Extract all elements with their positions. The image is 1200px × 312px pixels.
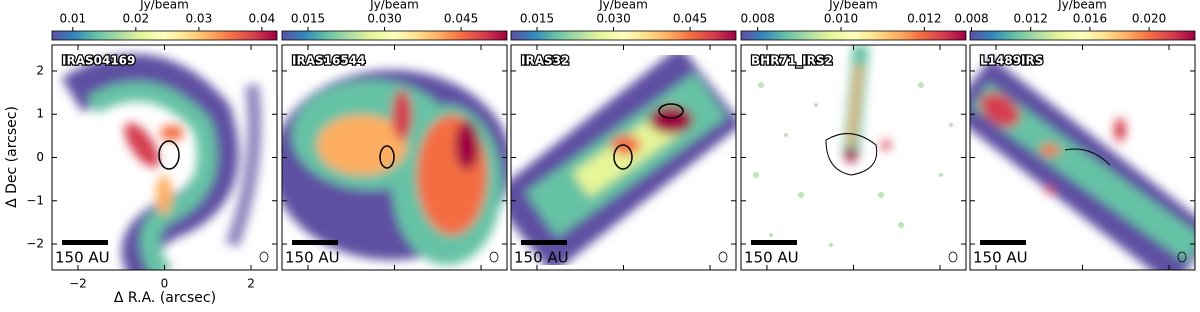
panel-title: IRAS04169	[62, 54, 135, 68]
colorbar-label: Jy/beam	[828, 0, 878, 12]
scale-bar	[62, 240, 108, 245]
colorbar-label: Jy/beam	[139, 0, 189, 12]
colorbar-tick-label: 0.02	[122, 12, 149, 26]
scale-bar-label: 150 AU	[514, 249, 569, 267]
beam	[489, 251, 499, 263]
scale-bar	[980, 240, 1026, 245]
y-axis-label: Δ Dec (arcsec)	[4, 106, 20, 208]
panel-title: IRAS32	[521, 54, 569, 68]
colorbar-tick-label: 0.04	[249, 12, 276, 26]
y-tick-label: −1	[26, 193, 44, 207]
scale-bar-label: 150 AU	[285, 249, 340, 267]
beam	[948, 251, 958, 263]
panel: Jy/beam 0.015 0.030 0.045 IRAS32 150 AU	[510, 0, 737, 271]
panel-title: IRAS16544	[292, 54, 365, 68]
image	[970, 57, 1195, 270]
image	[753, 45, 953, 247]
colorbar	[740, 30, 967, 41]
scale-bar-label: 150 AU	[973, 249, 1028, 267]
scale-bar	[292, 240, 338, 245]
x-tick-label: 0	[161, 277, 169, 291]
scale-bar-label: 150 AU	[55, 249, 110, 267]
colorbar-label: Jy/beam	[1057, 0, 1107, 12]
panel: Jy/beam 0.015 0.030 0.045 IRAS16544 150 AU	[281, 0, 508, 271]
colorbar	[281, 30, 508, 41]
colorbar-tick-label: 0.012	[1014, 12, 1048, 26]
colorbar-tick-label: 0.008	[740, 12, 774, 26]
scale-bar	[751, 240, 797, 245]
colorbar-tick-label: 0.010	[824, 12, 858, 26]
colorbar-tick-label: 0.020	[1132, 12, 1166, 26]
colorbar	[969, 30, 1196, 41]
beam	[259, 251, 269, 263]
panel-title: L1489IRS	[980, 54, 1043, 68]
colorbar-label: Jy/beam	[598, 0, 648, 12]
y-tick-label: 1	[36, 107, 44, 121]
colorbar-tick-label: 0.016	[1073, 12, 1107, 26]
panel: Jy/beam 0.008 0.010 0.012 BHR71_IRS2 150 AU	[740, 0, 967, 271]
colorbar-tick-label: 0.045	[673, 12, 707, 26]
image	[282, 70, 507, 265]
scale-bar-label: 150 AU	[744, 249, 799, 267]
colorbar-tick-label: 0.030	[596, 12, 630, 26]
x-tick-label: −2	[69, 277, 87, 291]
colorbar-tick-label: 0.01	[59, 12, 86, 26]
y-tick-label: 0	[36, 150, 44, 164]
panel: Jy/beam 0.01 0.02 0.03 0.04 −2 0 2 −2 −1 0 1 2 IRAS04…	[26, 0, 278, 291]
y-tick-label: −2	[26, 237, 44, 251]
y-tick-label: 2	[36, 63, 44, 77]
colorbar	[51, 30, 278, 41]
colorbar-tick-label: 0.015	[291, 12, 325, 26]
colorbar-tick-label: 0.045	[444, 12, 478, 26]
beam	[718, 251, 728, 263]
colorbar-tick-label: 0.03	[185, 12, 212, 26]
colorbar-tick-label: 0.030	[367, 12, 401, 26]
x-tick-label: 2	[247, 277, 255, 291]
colorbar-tick-label: 0.015	[520, 12, 554, 26]
colorbar-tick-label: 0.008	[954, 12, 988, 26]
colorbar-tick-label: 0.012	[907, 12, 941, 26]
x-axis-label: Δ R.A. (arcsec)	[114, 290, 216, 306]
panel: Jy/beam 0.008 0.012 0.016 0.020 L1489IRS 150 A…	[954, 0, 1196, 271]
image	[61, 54, 262, 270]
colorbar	[510, 30, 737, 41]
colorbar-label: Jy/beam	[369, 0, 419, 12]
beam	[1177, 251, 1187, 263]
image	[511, 45, 736, 270]
panel-title: BHR71_IRS2	[751, 54, 833, 69]
scale-bar	[521, 240, 567, 245]
